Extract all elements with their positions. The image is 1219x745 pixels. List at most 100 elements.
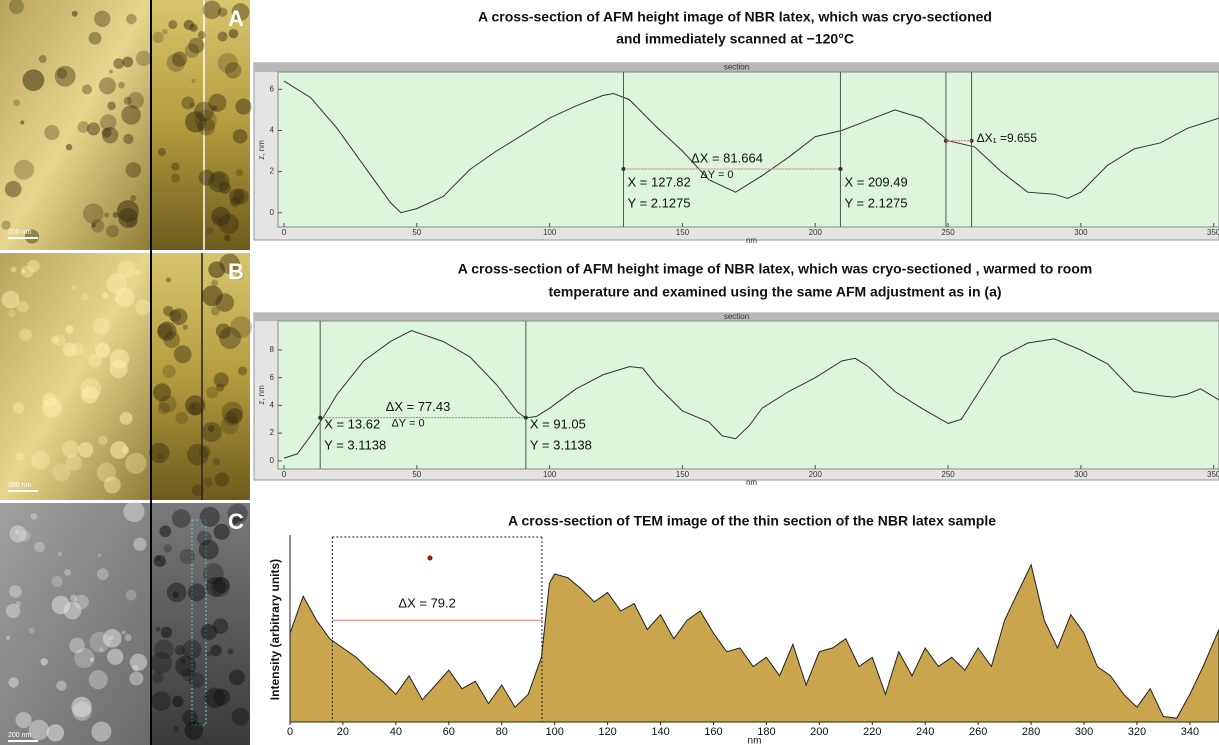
delta-y-label: ΔY = 0 xyxy=(391,418,424,430)
texture xyxy=(15,452,24,461)
texture xyxy=(126,590,137,601)
texture xyxy=(91,722,111,742)
texture xyxy=(88,353,102,367)
x-tick-label: 150 xyxy=(676,228,690,237)
texture xyxy=(182,710,197,725)
texture xyxy=(14,160,34,180)
texture xyxy=(9,585,22,598)
y-tick-label: 0 xyxy=(270,208,275,217)
texture xyxy=(174,345,192,363)
texture xyxy=(206,227,213,234)
texture xyxy=(13,402,24,413)
texture xyxy=(218,53,238,73)
texture xyxy=(164,544,172,552)
texture xyxy=(116,288,135,307)
texture xyxy=(87,122,100,135)
texture xyxy=(215,472,229,486)
figure: A200 nmB200 nmC200 nmA cross-section of … xyxy=(0,0,1219,745)
x-tick-label: 100 xyxy=(543,228,557,237)
cursor-y-label: Y = 2.1275 xyxy=(844,195,907,210)
cursor-point xyxy=(622,167,626,171)
texture xyxy=(117,261,135,279)
texture xyxy=(8,310,16,318)
texture xyxy=(202,422,222,442)
texture xyxy=(42,398,62,418)
scale-label: 200 nm xyxy=(8,229,32,236)
texture xyxy=(71,697,91,717)
x-tick-label: 50 xyxy=(412,228,421,237)
texture xyxy=(39,55,47,63)
texture xyxy=(185,43,200,58)
texture xyxy=(29,628,35,634)
texture xyxy=(227,648,233,654)
x-tick-label: 60 xyxy=(443,726,455,738)
texture xyxy=(135,300,151,316)
y-tick-label: 0 xyxy=(270,456,275,465)
texture xyxy=(120,412,133,425)
texture xyxy=(224,235,231,242)
texture xyxy=(72,11,78,17)
texture xyxy=(100,114,116,130)
texture xyxy=(214,216,221,223)
x-tick-label: 0 xyxy=(282,470,287,479)
texture xyxy=(203,478,213,488)
texture xyxy=(122,631,126,635)
texture xyxy=(213,689,230,706)
texture xyxy=(117,200,139,222)
texture xyxy=(172,509,191,528)
texture xyxy=(207,652,212,657)
scale-label: 200 nm xyxy=(8,732,32,739)
texture xyxy=(226,408,242,424)
x-tick-label: 350 xyxy=(1207,470,1219,479)
texture xyxy=(211,173,226,188)
x-tick-label: 20 xyxy=(337,726,349,738)
texture xyxy=(175,412,187,424)
texture xyxy=(118,82,125,89)
texture xyxy=(172,696,183,707)
x-tick-label: 40 xyxy=(390,726,402,738)
texture xyxy=(200,507,220,527)
texture xyxy=(214,372,229,387)
x-tick-label: 100 xyxy=(545,726,563,738)
texture xyxy=(54,335,65,346)
texture xyxy=(135,270,140,275)
texture xyxy=(2,291,20,309)
scale-label: 200 nm xyxy=(8,482,32,489)
header-label: section xyxy=(724,63,749,72)
texture xyxy=(181,96,194,109)
x-tick-label: 340 xyxy=(1181,726,1199,738)
texture xyxy=(126,162,142,178)
texture xyxy=(158,402,170,414)
x-tick-label: 0 xyxy=(287,726,293,738)
texture xyxy=(122,446,130,454)
texture xyxy=(83,203,104,224)
texture xyxy=(17,301,29,313)
x-tick-label: 240 xyxy=(916,726,934,738)
texture xyxy=(47,724,64,741)
texture xyxy=(211,207,230,226)
texture xyxy=(23,69,45,91)
x-axis-label: nm xyxy=(748,736,762,745)
texture xyxy=(66,455,82,471)
x-tick-label: 200 xyxy=(809,228,823,237)
chart-title: temperature and examined using the same … xyxy=(548,284,1001,300)
texture xyxy=(81,293,89,301)
texture xyxy=(154,555,166,567)
texture xyxy=(93,318,110,335)
x-tick-label: 200 xyxy=(810,726,828,738)
y-tick-label: 2 xyxy=(270,428,275,437)
texture xyxy=(208,94,226,112)
delta-x-label: ΔX₁ =9.655 xyxy=(977,131,1038,145)
y-tick-label: 2 xyxy=(270,167,275,176)
texture xyxy=(208,425,215,432)
texture xyxy=(190,404,195,409)
x-tick-label: 100 xyxy=(543,470,557,479)
texture xyxy=(89,670,108,689)
texture xyxy=(97,553,101,557)
x-tick-label: 250 xyxy=(941,228,955,237)
x-tick-label: 300 xyxy=(1074,470,1088,479)
texture xyxy=(30,513,37,520)
cursor-point xyxy=(318,416,322,420)
x-tick-label: 220 xyxy=(863,726,881,738)
chart-title: A cross-section of AFM height image of N… xyxy=(478,9,992,25)
